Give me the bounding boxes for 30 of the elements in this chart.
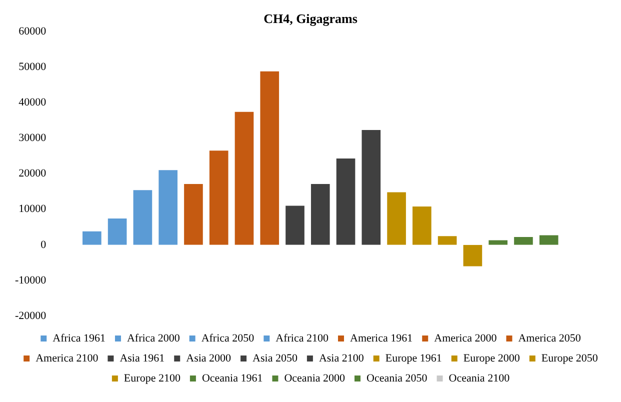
y-tick-label: 50000	[18, 61, 47, 74]
legend-label: America 1961	[350, 332, 413, 344]
legend-label: Africa 2000	[126, 332, 180, 344]
legend-label: America 2050	[518, 332, 582, 344]
y-tick-label: 0	[40, 238, 47, 251]
chart-title: CH4, Gigagrams	[264, 11, 358, 26]
y-tick-label: 20000	[18, 168, 47, 180]
y-tick-label: -20000	[14, 310, 47, 322]
legend-label: Oceania 2100	[448, 372, 510, 384]
legend-label: Africa 1961	[52, 332, 106, 344]
y-tick-label: 60000	[18, 25, 47, 38]
y-tick-label: 10000	[18, 203, 47, 216]
y-tick-label: 40000	[18, 96, 47, 109]
legend-label: Oceania 2000	[284, 372, 346, 384]
y-tick-label: -10000	[14, 274, 47, 286]
legend-label: Europe 2000	[463, 352, 520, 364]
legend-label: America 2100	[36, 352, 99, 364]
legend-label: Africa 2050	[201, 332, 255, 344]
legend-label: Europe 1961	[385, 352, 442, 364]
legend-label: Oceania 2050	[366, 372, 428, 384]
legend-label: Oceania 1961	[202, 372, 263, 384]
y-tick-label: 30000	[18, 132, 47, 144]
legend-label: Asia 2000	[186, 352, 232, 364]
legend-label: Africa 2100	[276, 332, 330, 344]
legend-label: America 2000	[434, 332, 498, 344]
legend-label: Asia 2100	[318, 352, 364, 364]
legend-label: Europe 2100	[124, 372, 181, 384]
legend-label: Asia 2050	[252, 352, 298, 364]
legend-label: Asia 1961	[120, 352, 165, 364]
legend-label: Europe 2050	[541, 352, 598, 364]
